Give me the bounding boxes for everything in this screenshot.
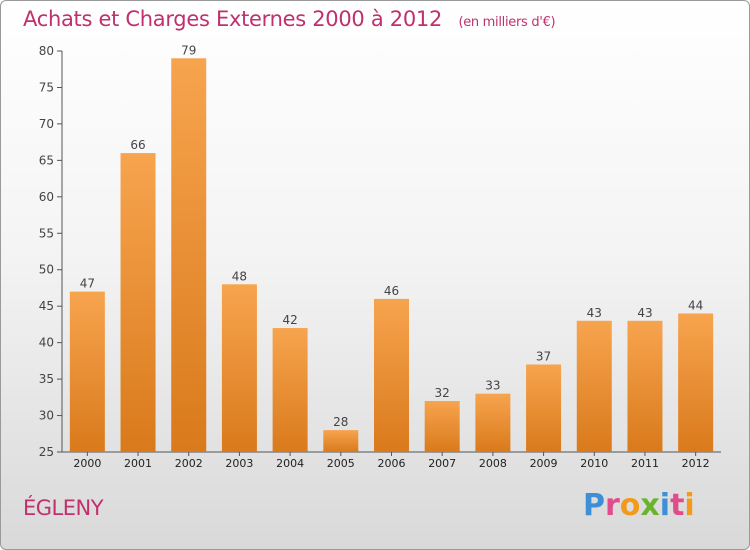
y-tick-label: 40 — [39, 336, 54, 350]
x-tick-label: 2012 — [682, 457, 710, 470]
bar-value-label: 48 — [232, 269, 247, 283]
y-tick-label: 70 — [39, 117, 54, 131]
x-tick-label: 2006 — [378, 457, 406, 470]
bar-2012 — [678, 313, 714, 452]
bar-2008 — [475, 393, 511, 452]
bar-2011 — [627, 320, 663, 452]
x-tick-label: 2003 — [225, 457, 253, 470]
bar-2002 — [171, 58, 207, 453]
bar-2004 — [272, 328, 308, 452]
x-tick-label: 2010 — [580, 457, 608, 470]
logo-letter: i — [684, 488, 695, 523]
x-tick-label: 2001 — [124, 457, 152, 470]
bar-value-label: 33 — [485, 379, 500, 393]
x-tick-label: 2004 — [276, 457, 304, 470]
logo-letter: P — [583, 488, 605, 523]
bar-2003 — [221, 284, 257, 452]
bar-2007 — [424, 400, 460, 452]
bar-value-label: 43 — [637, 306, 652, 320]
bar-2000 — [69, 291, 105, 452]
y-tick-label: 45 — [39, 299, 54, 313]
logo-letter: o — [619, 488, 641, 523]
y-tick-label: 35 — [39, 372, 54, 386]
y-tick-label: 30 — [39, 409, 54, 423]
bar-value-label: 46 — [384, 284, 399, 298]
bar-2006 — [374, 298, 409, 452]
bar-2010 — [576, 320, 612, 452]
x-tick-label: 2008 — [479, 457, 507, 470]
x-tick-label: 2007 — [428, 457, 456, 470]
y-tick-label: 80 — [39, 44, 54, 58]
x-tick-label: 2000 — [73, 457, 101, 470]
logo-letter: t — [670, 488, 685, 523]
x-tick-label: 2002 — [175, 457, 203, 470]
logo-letter: i — [659, 488, 671, 523]
proxiti-logo: Proxiti — [583, 488, 695, 523]
x-tick-label: 2009 — [530, 457, 558, 470]
bar-value-label: 37 — [536, 350, 551, 364]
bar-value-label: 42 — [282, 313, 297, 327]
commune-name: ÉGLENY — [23, 496, 104, 520]
chart-subtitle: (en milliers d'€) — [458, 15, 556, 30]
y-tick-label: 60 — [39, 190, 54, 204]
bar-value-label: 32 — [435, 386, 450, 400]
x-tick-label: 2005 — [327, 457, 355, 470]
bar-value-label: 44 — [688, 298, 703, 312]
bar-value-label: 28 — [333, 415, 348, 429]
logo-letter: x — [640, 488, 660, 523]
x-tick-label: 2011 — [631, 457, 659, 470]
bar-value-label: 66 — [130, 138, 145, 152]
bar-value-label: 47 — [80, 277, 95, 291]
y-tick-label: 25 — [39, 445, 54, 459]
bar-2005 — [323, 430, 359, 452]
bar-2001 — [120, 153, 156, 452]
y-tick-label: 65 — [39, 153, 54, 167]
y-tick-label: 50 — [39, 263, 54, 277]
bar-value-label: 79 — [181, 43, 196, 57]
logo-letter: r — [605, 488, 620, 523]
y-tick-label: 55 — [39, 226, 54, 240]
chart-title-text: Achats et Charges Externes 2000 à 2012 — [23, 7, 443, 31]
chart-title: Achats et Charges Externes 2000 à 2012 (… — [23, 7, 556, 31]
bar-value-label: 43 — [587, 306, 602, 320]
bar-2009 — [526, 364, 562, 452]
y-tick-label: 75 — [39, 80, 54, 94]
